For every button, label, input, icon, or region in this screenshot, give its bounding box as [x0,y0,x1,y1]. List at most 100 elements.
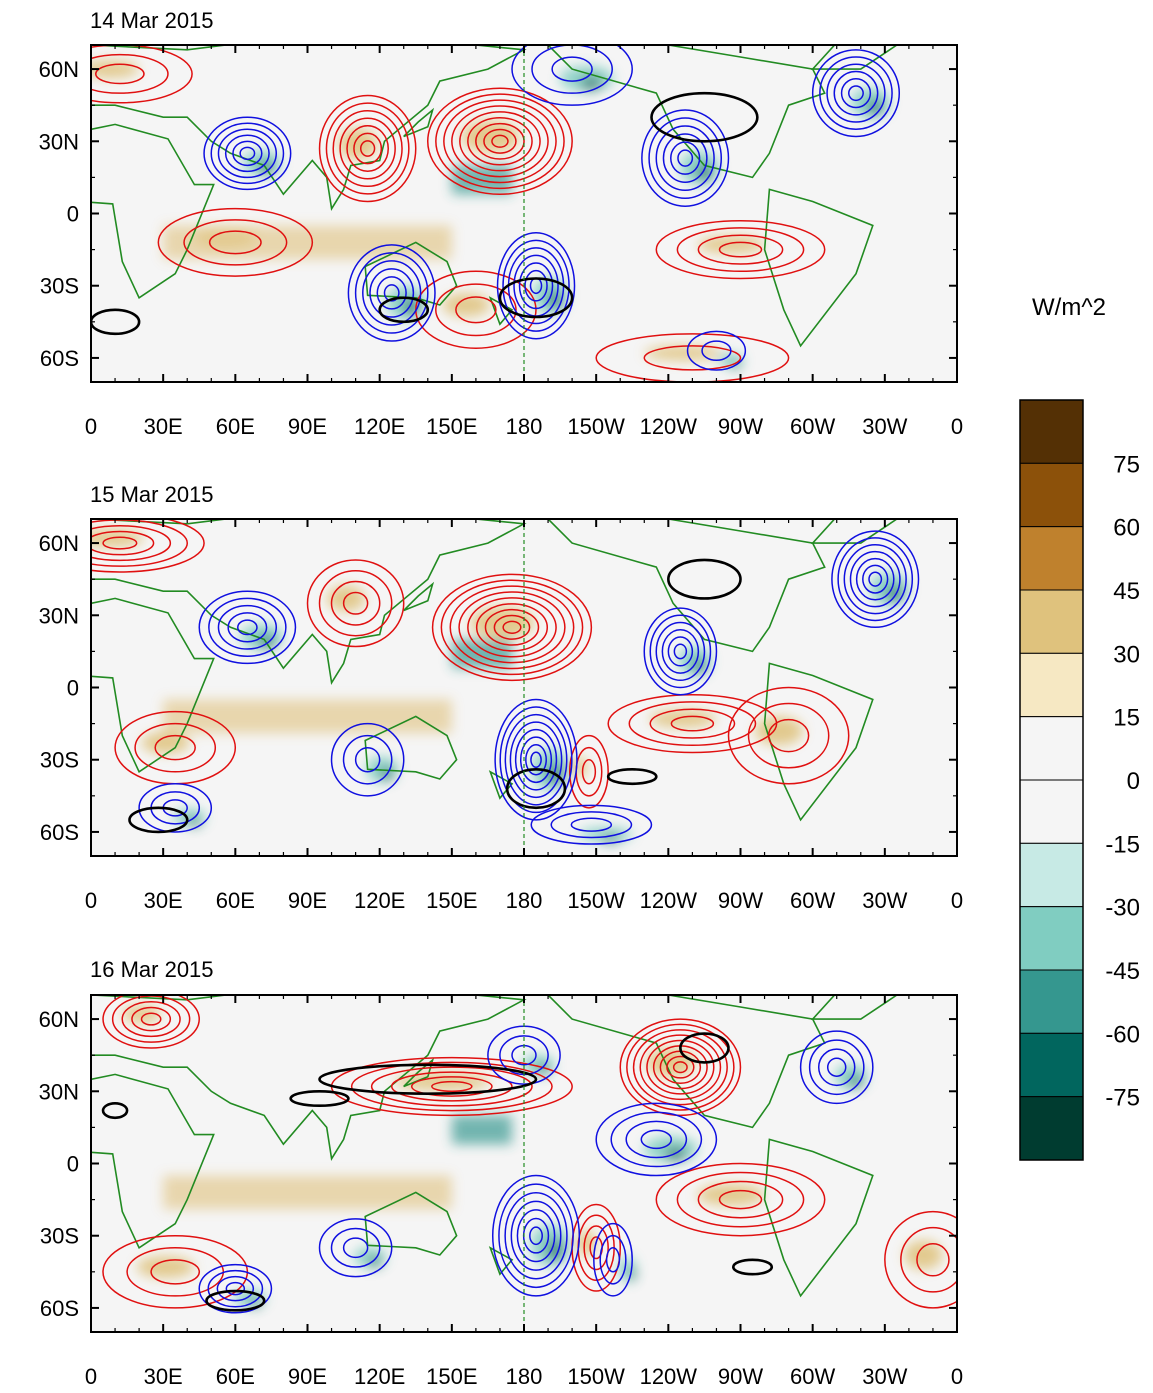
negative-contour [849,550,901,608]
zero-contour [128,806,189,834]
landmass-outline [763,662,874,822]
shade-patch [644,345,722,361]
positive-contour [102,536,138,550]
x-tick-label: 120E [354,1364,405,1389]
positive-contour [900,1226,957,1293]
negative-contour [217,604,278,650]
zero-contour [498,277,574,319]
negative-contour [595,1102,718,1177]
zero-contour [378,296,430,324]
positive-contour [431,573,593,682]
positive-contour [91,525,172,562]
positive-contour [569,734,609,809]
positive-contour [672,1061,688,1074]
negative-contour [826,63,886,123]
negative-contour [662,133,708,183]
colorbar-segment [1019,399,1084,464]
negative-contour [667,636,694,667]
colorbar-segment [1019,969,1084,1034]
shade-patch [697,1183,765,1206]
negative-contour [208,597,287,657]
zero-contour [650,91,759,143]
contours [91,45,901,382]
shade-patch [580,77,603,91]
positive-contour [157,207,314,277]
negative-contour [848,85,864,102]
negative-contour [673,643,688,660]
positive-contour [484,608,540,646]
y-tick-label: 0 [67,202,79,227]
negative-contour [216,1275,255,1302]
negative-contour [862,564,889,594]
negative-contour [369,268,415,318]
x-tick-label: 90E [288,414,327,439]
positive-contour [475,122,525,160]
negative-contour [342,1237,369,1259]
negative-contour [354,746,381,773]
zero-contour [505,768,567,810]
x-tick-label: 30W [862,888,907,913]
negative-contour [799,1030,874,1105]
positive-contour [134,722,217,773]
shade-patch [338,127,378,160]
landmass-outline [91,45,527,211]
negative-contour [198,1263,273,1314]
negative-contour [605,1247,621,1273]
landmass-outline [546,45,826,179]
positive-contour [346,125,389,172]
colorbar-label: -60 [1105,1021,1140,1048]
y-tick-label: 60N [39,57,79,82]
positive-contour [435,283,517,337]
y-tick-label: 30N [39,1079,79,1104]
x-tick-label: 60W [790,414,835,439]
positive-contour [449,585,575,670]
negative-contour [330,1227,381,1268]
negative-contour [519,736,553,784]
colorbar-segment [1019,1032,1084,1098]
positive-contour [330,580,381,626]
colorbar-segment [1019,526,1084,591]
positive-contour [595,333,790,382]
landmass-outline [488,770,514,800]
landmass-outline [546,995,826,1129]
negative-contour [670,141,701,175]
positive-contour [91,53,169,94]
x-tick-label: 120W [640,888,698,913]
negative-contour [318,1218,393,1278]
positive-contour [467,597,557,658]
positive-contour [916,1243,950,1277]
zero-contour [318,1063,538,1095]
positive-contour [676,227,805,273]
x-tick-label: 180 [506,1364,543,1389]
colorbar-label: 0 [1127,768,1140,795]
landmass-outline [546,519,826,653]
positive-contour [502,620,522,634]
negative-contour [383,284,400,302]
y-tick-label: 60S [40,346,79,371]
negative-contour [525,743,547,776]
positive-contour [643,345,742,371]
negative-contour [502,239,570,332]
zero-contour [667,558,742,600]
positive-contour [583,1225,609,1271]
negative-contour [808,1039,865,1096]
negative-contour [362,260,422,326]
negative-contour [224,134,270,173]
colorbar-label: 45 [1113,578,1140,605]
y-tick-label: 60N [39,1007,79,1032]
negative-contour [837,537,914,622]
y-tick-label: 30N [39,129,79,154]
colorbar-label: 15 [1113,705,1140,732]
shade-patch [904,1240,943,1270]
positive-contour [697,234,784,265]
positive-contour [140,1012,162,1026]
x-tick-label: 180 [506,414,543,439]
positive-contour [95,63,145,85]
x-tick-label: 150W [567,1364,625,1389]
shade-patch [368,1256,382,1268]
contours [101,995,957,1314]
x-tick-label: 180 [506,888,543,913]
negative-contour [494,698,578,821]
negative-contour [491,1174,581,1297]
